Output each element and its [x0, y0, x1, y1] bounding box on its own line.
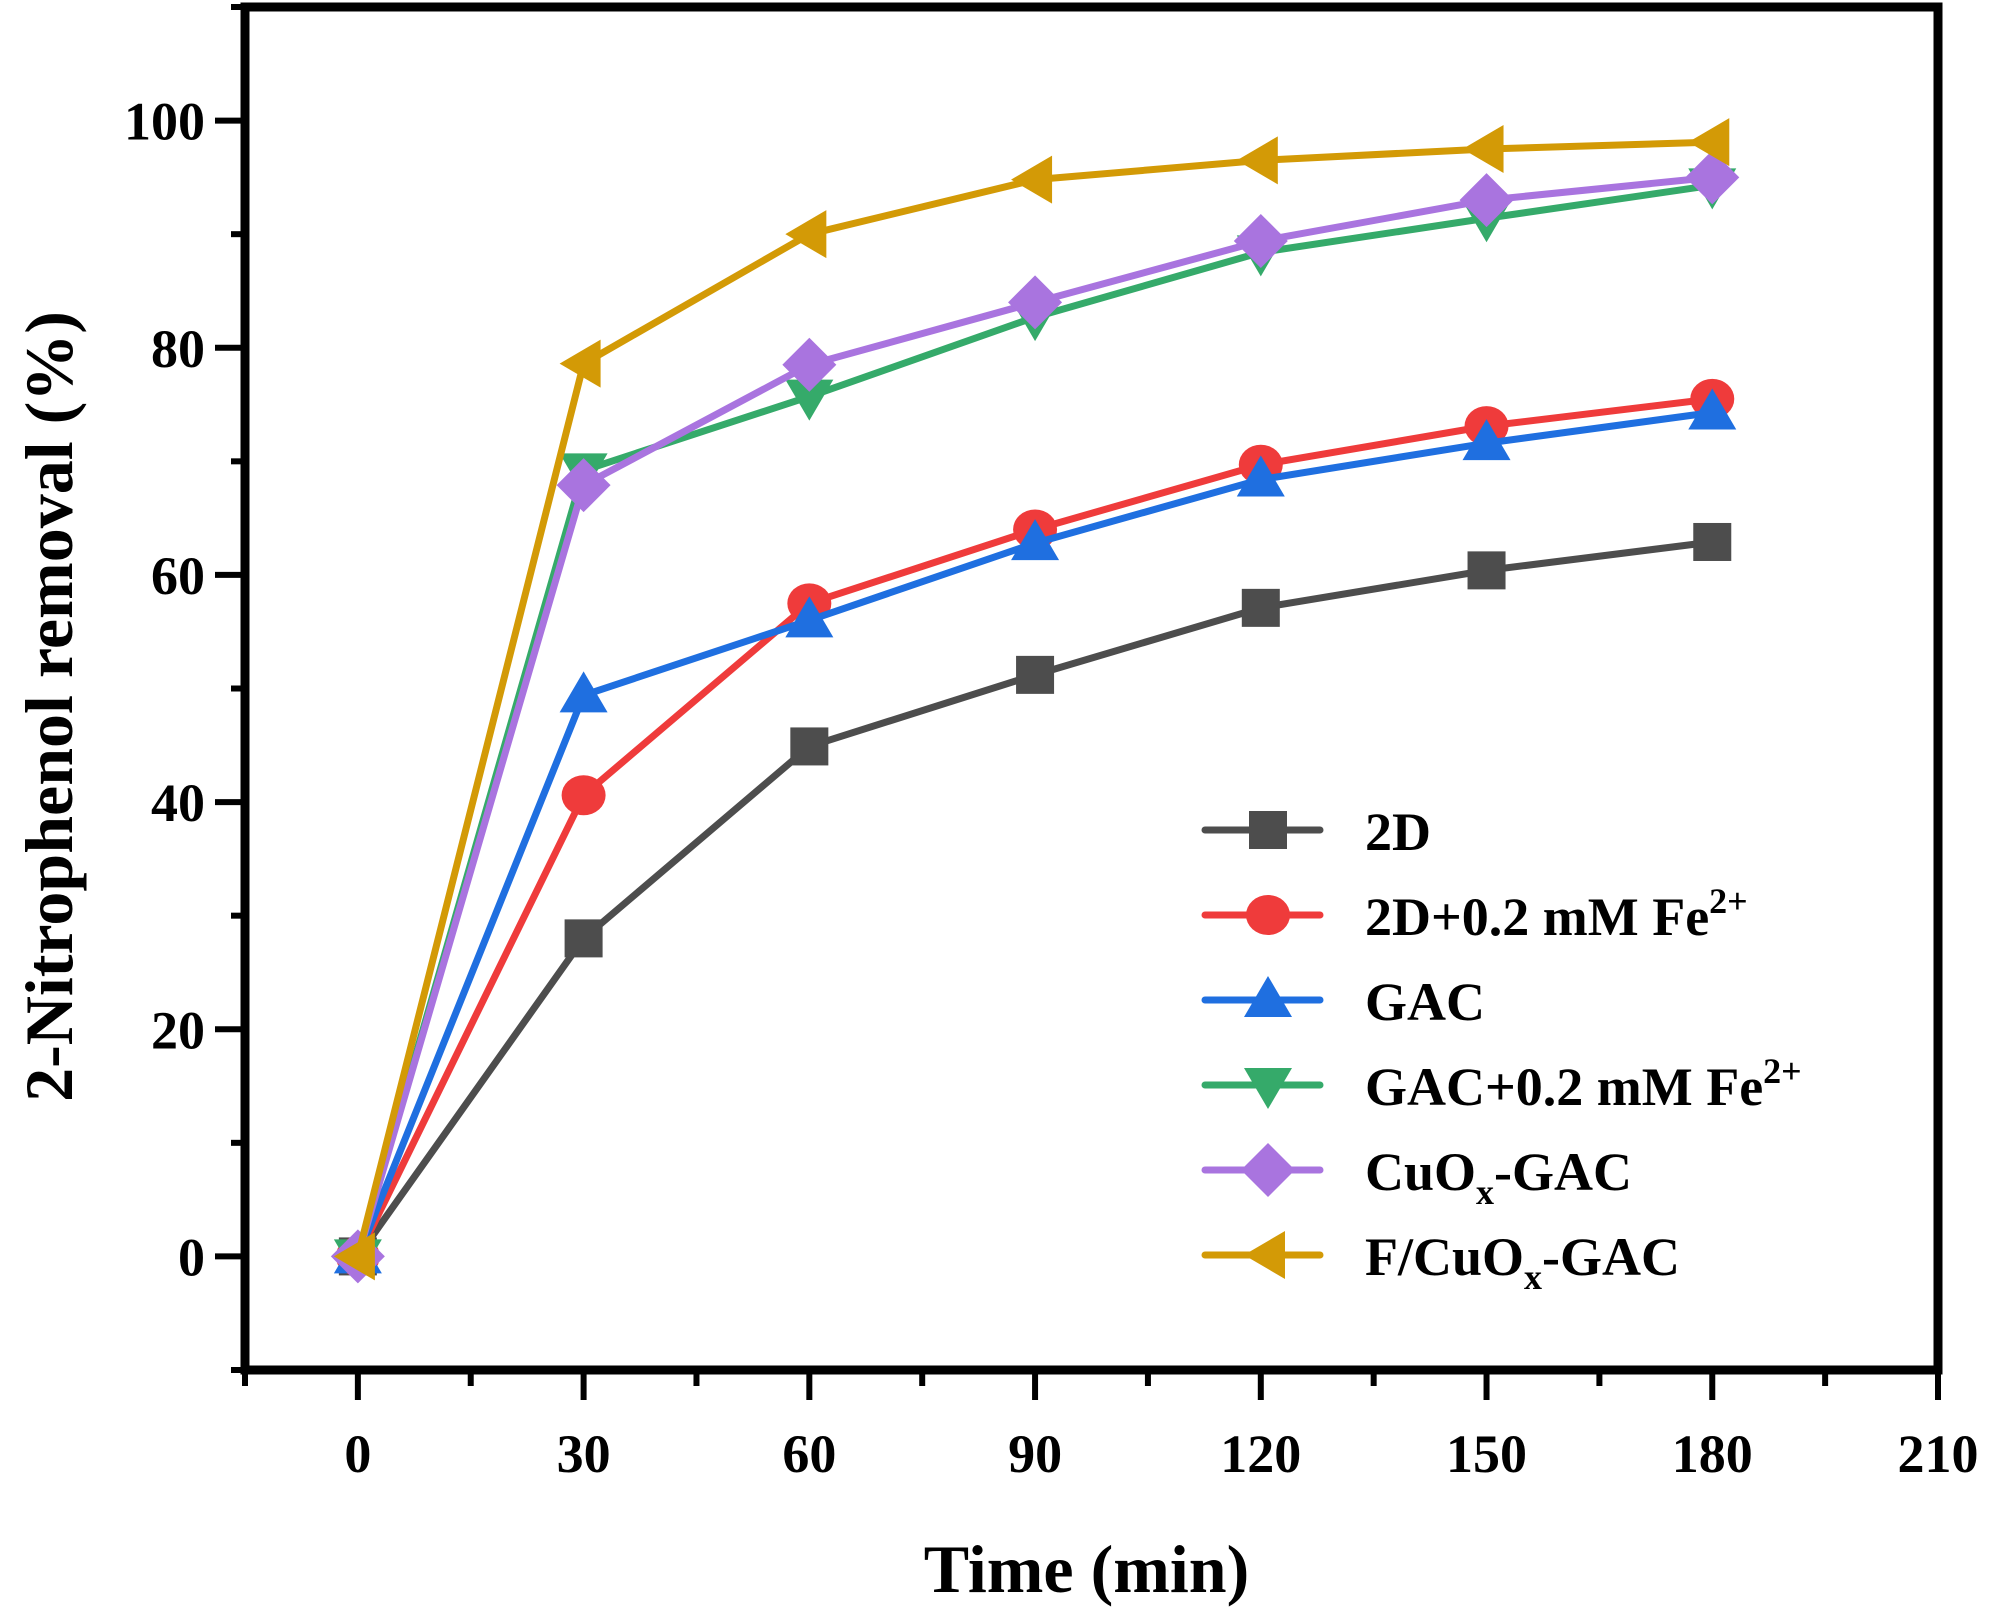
legend-label-part: -GAC [1494, 1142, 1632, 1202]
data-point [1688, 118, 1730, 167]
legend-item: 2D+0.2 mM Fe2+ [1201, 881, 1748, 947]
x-tick-label: 210 [1898, 1424, 1979, 1484]
legend-item: CuOx-GAC [1201, 1142, 1632, 1212]
legend-label-part: 2D [1365, 802, 1431, 862]
legend-label-part: 2+ [1763, 1051, 1802, 1091]
series-cuox-gac [330, 150, 1740, 1284]
series-layer [330, 118, 1740, 1284]
legend-label-part: 2D+0.2 mM Fe [1365, 887, 1709, 947]
data-point [1462, 419, 1511, 461]
data-point [564, 919, 603, 958]
x-tick-label: 120 [1220, 1424, 1301, 1484]
legend-label: GAC [1365, 972, 1485, 1032]
data-point [1459, 173, 1514, 228]
data-point [1467, 551, 1506, 590]
data-point [1685, 150, 1740, 205]
data-point [1462, 124, 1504, 173]
legend-marker-icon [1244, 1231, 1285, 1279]
x-tick-label: 60 [782, 1424, 836, 1484]
data-point [782, 337, 837, 392]
data-point [333, 1232, 375, 1281]
data-point [559, 339, 601, 388]
x-tick-label: 30 [557, 1424, 611, 1484]
y-axis-title: 2-Nitrophenol removal (%) [11, 311, 87, 1102]
legend-label: CuOx-GAC [1365, 1142, 1632, 1212]
legend-marker-icon [1244, 1068, 1292, 1109]
legend-label-part: GAC [1365, 972, 1485, 1032]
legend-label-part: x [1524, 1257, 1542, 1297]
legend-label-part: x [1476, 1172, 1494, 1212]
legend-label-part: CuO [1365, 1142, 1476, 1202]
legend-item: F/CuOx-GAC [1201, 1227, 1680, 1297]
data-point [790, 727, 829, 766]
y-tick-label: 20 [151, 1000, 205, 1060]
axis-ticks [215, 4, 1941, 1400]
x-tick-label: 0 [344, 1424, 371, 1484]
data-point [561, 775, 606, 816]
data-point [1233, 213, 1288, 268]
y-tick-label: 0 [178, 1227, 205, 1287]
data-point [785, 210, 827, 259]
data-point [559, 671, 608, 713]
data-point [556, 458, 611, 513]
data-point [1016, 655, 1055, 694]
x-tick-label: 180 [1672, 1424, 1753, 1484]
legend-label: F/CuOx-GAC [1365, 1227, 1680, 1297]
legend-label-part: GAC+0.2 mM Fe [1365, 1057, 1763, 1117]
legend-label-part: -GAC [1542, 1227, 1680, 1287]
legend-marker-icon [1241, 1143, 1295, 1197]
legend-marker-icon [1246, 895, 1290, 935]
y-tick-label: 100 [124, 92, 205, 152]
x-axis-title: Time (min) [924, 1531, 1250, 1607]
legend-marker-icon [1244, 976, 1292, 1017]
data-point [785, 596, 834, 638]
series-f-cuox-gac [333, 118, 1730, 1281]
legend-label: 2D [1365, 802, 1431, 862]
legend-item: 2D [1201, 802, 1431, 862]
data-point [1236, 136, 1278, 185]
data-point [1688, 388, 1737, 430]
data-point [1008, 275, 1063, 330]
legend-item: GAC+0.2 mM Fe2+ [1201, 1051, 1802, 1117]
legend-item: GAC [1201, 972, 1485, 1032]
x-tick-label: 150 [1446, 1424, 1527, 1484]
data-point [1693, 522, 1732, 561]
data-point [1011, 519, 1060, 561]
x-tick-label: 90 [1008, 1424, 1062, 1484]
legend-marker-icon [1249, 811, 1287, 849]
y-tick-label: 80 [151, 319, 205, 379]
data-point [1241, 588, 1280, 627]
tick-labels: 0 30 60 90 120 150 180 210 0 20 40 60 80 100 [124, 92, 1979, 1484]
data-point [785, 379, 834, 421]
plot-frame [240, 2, 1943, 1375]
y-tick-label: 60 [151, 546, 205, 606]
legend-label-part: F/CuO [1365, 1227, 1524, 1287]
legend-label: GAC+0.2 mM Fe2+ [1365, 1051, 1802, 1117]
legend-label: 2D+0.2 mM Fe2+ [1365, 881, 1748, 947]
y-tick-label: 40 [151, 773, 205, 833]
data-point [1236, 455, 1285, 497]
legend-label-part: 2+ [1709, 881, 1748, 921]
data-point [1011, 155, 1053, 204]
